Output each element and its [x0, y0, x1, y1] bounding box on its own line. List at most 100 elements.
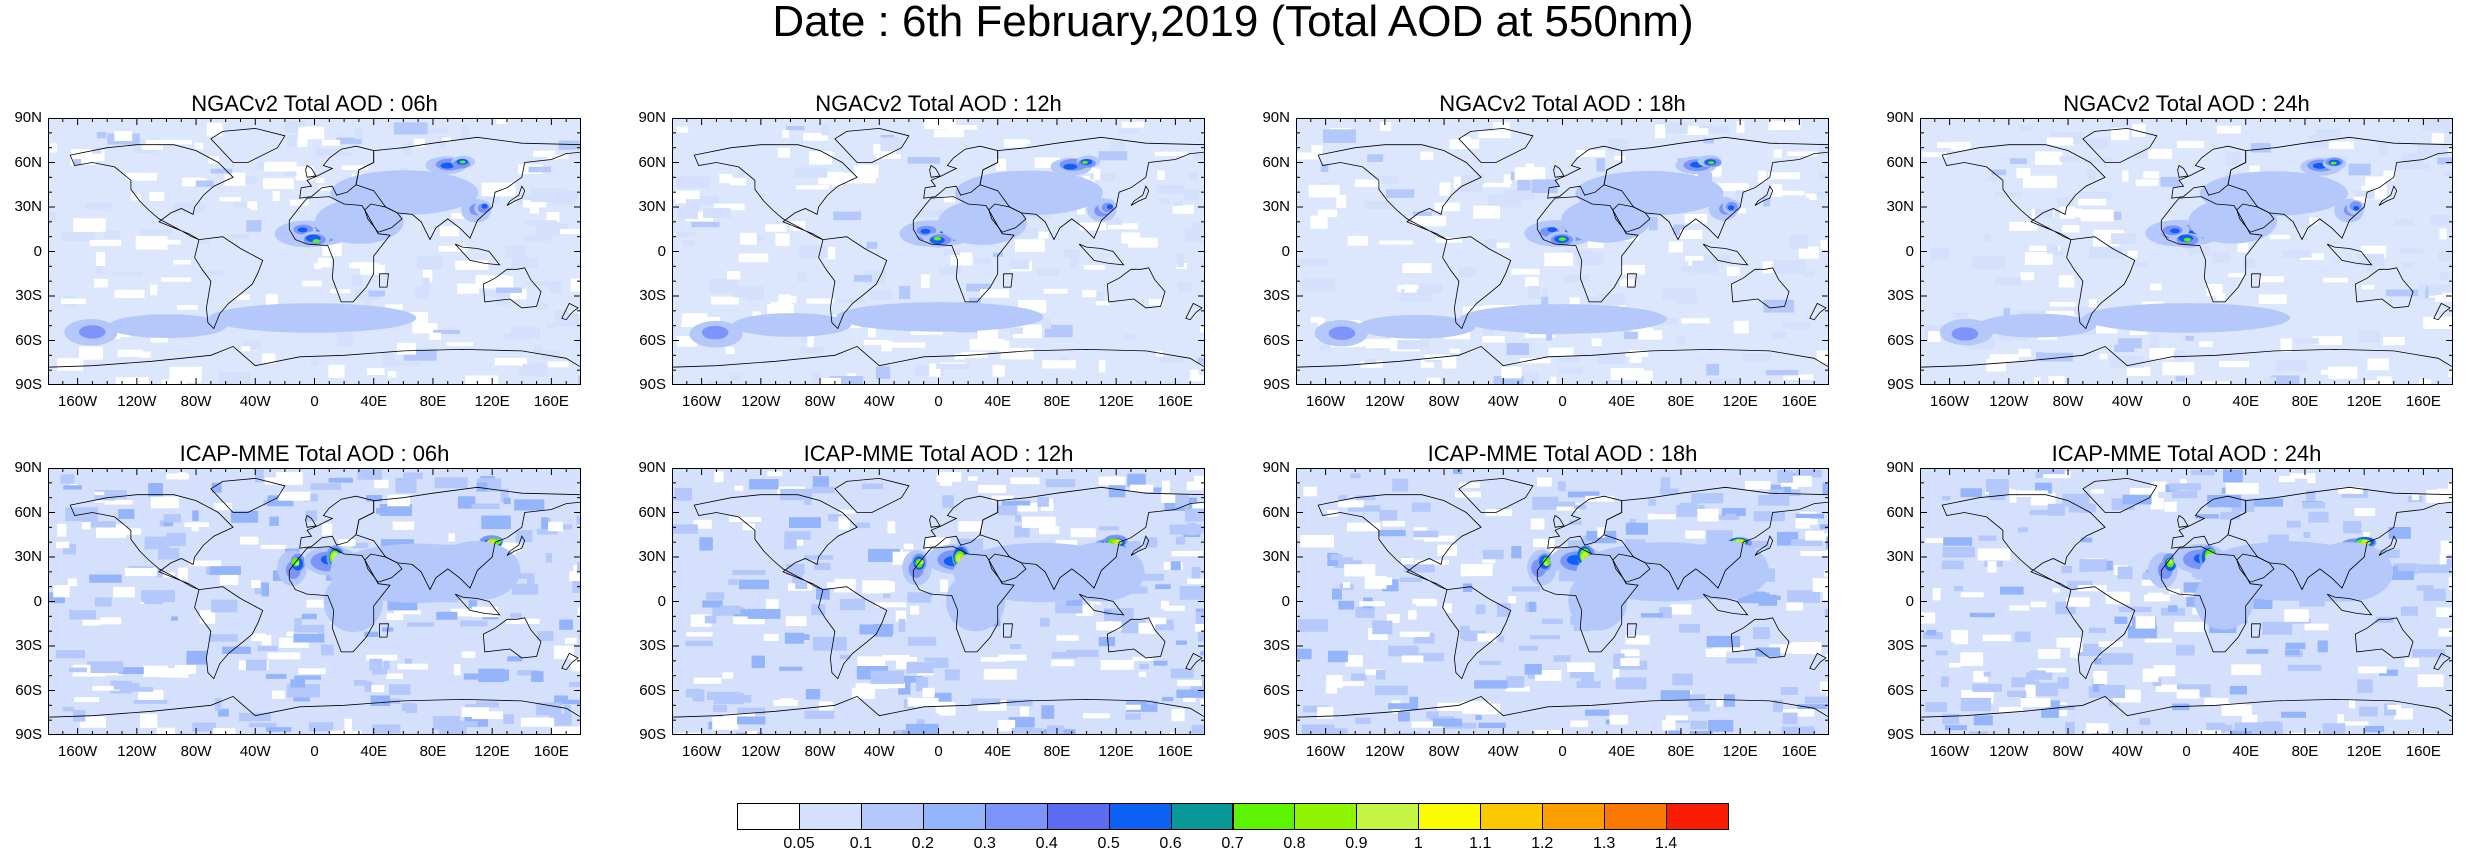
lon-tick-label: 160E [1781, 743, 1817, 760]
aod-cell [789, 517, 821, 528]
aod-cell [765, 599, 779, 612]
aod-cell [1413, 632, 1435, 644]
aod-cell [1713, 645, 1744, 652]
aod-cell [1360, 360, 1383, 368]
aod-cell [1966, 338, 1995, 350]
aod-cell [2225, 482, 2259, 495]
aod-map [672, 468, 1205, 735]
aod-cell [1412, 598, 1436, 605]
lon-tick-label: 80W [1428, 393, 1460, 410]
aod-cell [1492, 122, 1510, 131]
aod-cell [512, 257, 538, 268]
lat-tick-label: 30N [14, 548, 42, 565]
aod-cell [1138, 573, 1165, 581]
aod-cell [272, 690, 285, 699]
aod-cell [1673, 224, 1685, 235]
aod-cell [1344, 564, 1376, 577]
aod-cell [261, 635, 272, 648]
aod-cell [438, 245, 468, 252]
aod-cell [704, 615, 717, 624]
aod-cell [2353, 196, 2367, 203]
coastline [1627, 623, 1637, 638]
aod-cell [2447, 369, 2453, 377]
aod-cell [460, 125, 469, 139]
lat-tick-label: 60S [15, 681, 42, 699]
aod-cell [552, 726, 581, 735]
aod-cell [1043, 288, 1068, 294]
aod-cell [1769, 644, 1799, 654]
aod-cell [294, 675, 321, 680]
aod-cell [2228, 273, 2245, 278]
lon-tick-label: 40W [1487, 393, 1519, 410]
aod-cell [169, 366, 202, 381]
aod-cell [73, 159, 82, 165]
aod-plume [459, 160, 466, 164]
aod-cell [1541, 618, 1563, 625]
aod-cell [2362, 380, 2376, 385]
aod-cell [2220, 511, 2241, 520]
lon-tick-label: 160E [533, 743, 569, 760]
coastline [923, 145, 999, 199]
aod-cell [1187, 522, 1197, 536]
aod-cell [1920, 612, 1936, 624]
aod-cell [2152, 678, 2162, 687]
aod-cell [507, 276, 514, 290]
colorbar-label: 0.4 [1035, 835, 1058, 852]
aod-cell [1426, 377, 1441, 384]
coastline [305, 514, 317, 528]
aod-cell [732, 570, 766, 576]
aod-cell [1722, 508, 1746, 517]
aod-cell [2281, 711, 2306, 718]
aod-plumes [2148, 536, 2394, 630]
aod-cell [2323, 277, 2349, 283]
aod-field [1920, 469, 2453, 735]
coastline [1547, 145, 1623, 199]
aod-cell [2312, 336, 2343, 345]
aod-cell [2045, 310, 2078, 317]
aod-cell [234, 294, 250, 300]
aod-cell [63, 485, 82, 490]
lon-tick-label: 80E [1043, 393, 1071, 410]
lon-tick-label: 0 [934, 393, 943, 410]
aod-cell [2110, 127, 2130, 140]
aod-cell [1186, 481, 1203, 491]
aod-cell [175, 664, 196, 674]
aod-cell [1132, 656, 1154, 661]
aod-cell [279, 637, 309, 648]
aod-cell [797, 272, 806, 282]
lon-tick-label: 40E [360, 393, 388, 410]
lon-tick-label: 120W [1989, 393, 2029, 410]
aod-cell [481, 182, 516, 197]
aod-plume [312, 239, 320, 243]
aod-cell [528, 280, 559, 287]
coastline [2171, 145, 2247, 199]
aod-cell [853, 274, 872, 282]
aod-cell [1161, 494, 1187, 503]
coastline [929, 514, 941, 528]
aod-cell [936, 363, 970, 369]
aod-cell [1420, 358, 1434, 368]
aod-cell [2376, 549, 2400, 558]
aod-cell [675, 732, 704, 735]
lon-tick-label: 120W [741, 393, 781, 410]
lat-tick-label: 60S [15, 331, 42, 349]
aod-cell [2142, 668, 2159, 682]
aod-cell [246, 220, 262, 232]
aod-cell [1820, 681, 1829, 693]
aod-cell [1171, 550, 1204, 557]
aod-cell [2083, 322, 2118, 334]
lon-tick-label: 160W [58, 743, 98, 760]
aod-cell [371, 685, 385, 693]
lon-tick-label: 40W [239, 743, 271, 760]
lon-tick-label: 0 [1558, 743, 1567, 760]
aod-cell [1532, 496, 1559, 510]
aod-cell [1365, 338, 1396, 349]
aod-cell [1805, 193, 1815, 198]
colorbar-swatch [1170, 803, 1234, 830]
coastline [1809, 652, 1827, 671]
coastline [1106, 617, 1166, 659]
aod-cell [1429, 716, 1455, 721]
lon-tick-label: 160W [1930, 743, 1970, 760]
aod-cell [1534, 669, 1562, 681]
aod-cell [1020, 706, 1029, 717]
